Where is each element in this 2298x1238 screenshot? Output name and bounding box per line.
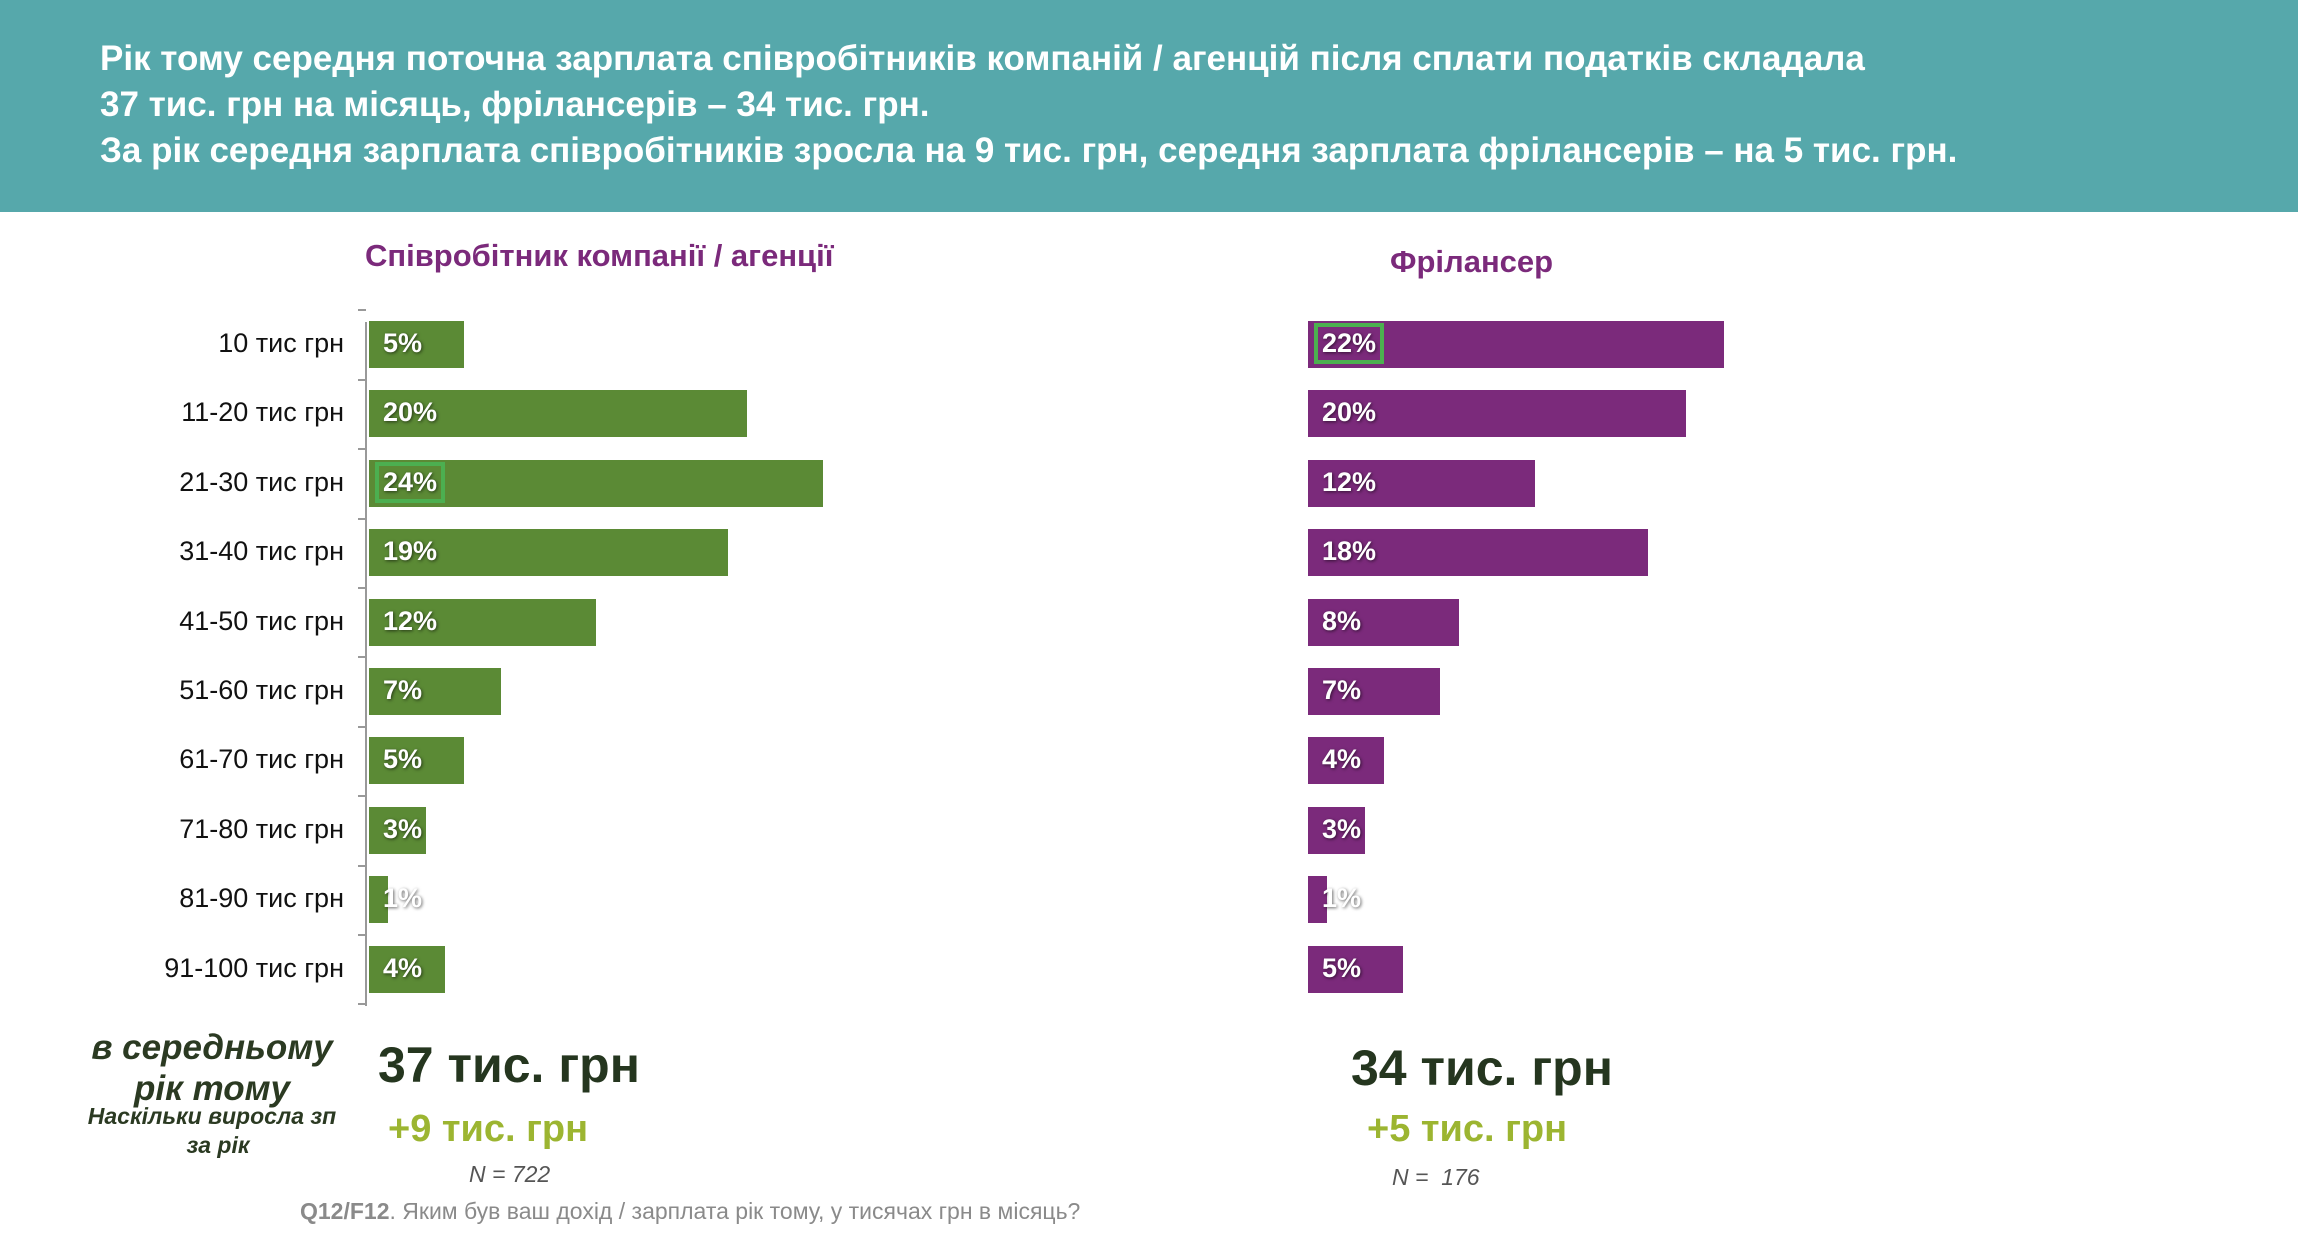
footnote: Q12/F12. Яким був ваш дохід / зарплата р… (300, 1200, 1080, 1223)
data-label: 4% (1322, 744, 1362, 775)
data-label: 22% (1313, 323, 1385, 364)
category-label: 71-80 тис грн (179, 813, 344, 844)
category-label: 31-40 тис грн (179, 536, 344, 567)
employee-bar (369, 321, 464, 368)
employee-bar (369, 737, 464, 785)
header-line-2: 37 тис. грн на місяць, фрілансерів – 34 … (100, 85, 930, 124)
freelancer-average: 34 тис. грн (1351, 1040, 1613, 1096)
axis-tick (358, 725, 366, 728)
category-label: 51-60 тис грн (179, 675, 344, 705)
axis-tick (358, 309, 366, 312)
data-label: 5% (383, 744, 423, 775)
employee-bar (369, 806, 426, 854)
employee-bar (369, 668, 502, 715)
employee-bar (369, 945, 445, 993)
header-line-3: За рік середня зарплата співробітників з… (100, 131, 1958, 170)
freelancer-bar (1308, 390, 1686, 438)
freelancer-bar (1308, 945, 1403, 993)
data-label: 20% (1322, 397, 1377, 428)
freelancer-bar (1308, 598, 1460, 646)
employee-sample-size: N = 722 (469, 1161, 551, 1187)
category-label: 10 тис грн (218, 328, 344, 358)
data-label: 12% (383, 605, 438, 636)
data-label: 5% (1322, 952, 1362, 983)
employee-growth: +9 тис. грн (388, 1108, 589, 1150)
data-label: 3% (1322, 813, 1362, 844)
data-label: 3% (383, 813, 423, 844)
freelancer-bar (1308, 806, 1365, 854)
axis-tick (358, 448, 366, 451)
category-label: 61-70 тис грн (179, 744, 344, 775)
data-label: 20% (383, 397, 438, 428)
freelancer-bar (1308, 321, 1724, 368)
data-label: 1% (1322, 883, 1362, 914)
category-label: 81-90 тис грн (179, 883, 344, 914)
employee-bar (369, 598, 596, 646)
freelancer-growth: +5 тис. грн (1367, 1108, 1568, 1150)
avg-label-1: в середньому (91, 1028, 333, 1067)
freelancer-bar (1308, 737, 1384, 785)
avg-label-2: рік тому (134, 1069, 290, 1108)
freelancer-bar (1308, 529, 1649, 577)
axis-tick (358, 378, 366, 381)
data-label: 12% (1322, 466, 1377, 497)
data-label: 19% (383, 536, 438, 567)
category-label: 21-30 тис грн (179, 466, 344, 497)
axis-tick (358, 1003, 366, 1006)
employee-bar (369, 876, 388, 924)
data-label: 1% (383, 883, 423, 914)
freelancer-bar (1308, 459, 1535, 507)
data-label: 5% (383, 328, 423, 358)
category-axis (365, 322, 367, 1006)
axis-tick (358, 795, 366, 798)
category-label: 11-20 тис грн (181, 397, 344, 428)
data-label: 4% (383, 952, 423, 983)
employee-chart-title: Співробітник компанії / агенції (365, 238, 834, 273)
axis-tick (358, 517, 366, 520)
header-line-1: Рік тому середня поточна зарплата співро… (100, 39, 1865, 78)
data-label: 18% (1322, 536, 1377, 567)
data-label: 24% (374, 461, 446, 503)
axis-tick (358, 933, 366, 936)
freelancer-sample-size: N = 176 (1392, 1164, 1480, 1190)
category-label: 41-50 тис грн (179, 605, 344, 636)
freelancer-chart-title: Фрілансер (1390, 244, 1554, 279)
employee-bar (369, 390, 747, 438)
data-label: 7% (1322, 675, 1362, 705)
employee-bar (369, 529, 729, 577)
growth-label-2: за рік (186, 1132, 250, 1158)
question-code: Q12/F12 (300, 1198, 390, 1224)
data-label: 8% (1322, 605, 1362, 636)
axis-tick (358, 656, 366, 659)
data-label: 7% (383, 675, 423, 705)
employee-bar (369, 459, 823, 507)
axis-tick (358, 586, 366, 589)
employee-average: 37 тис. грн (378, 1037, 640, 1093)
axis-tick (358, 864, 366, 867)
question-text: . Яким був ваш дохід / зарплата рік тому… (389, 1198, 1081, 1224)
freelancer-bar (1308, 668, 1441, 715)
growth-label-1: Наскільки виросла зп (87, 1103, 337, 1129)
freelancer-bar (1308, 876, 1327, 924)
header-banner: Рік тому середня поточна зарплата співро… (0, 0, 2298, 212)
category-label: 91-100 тис грн (164, 952, 344, 983)
